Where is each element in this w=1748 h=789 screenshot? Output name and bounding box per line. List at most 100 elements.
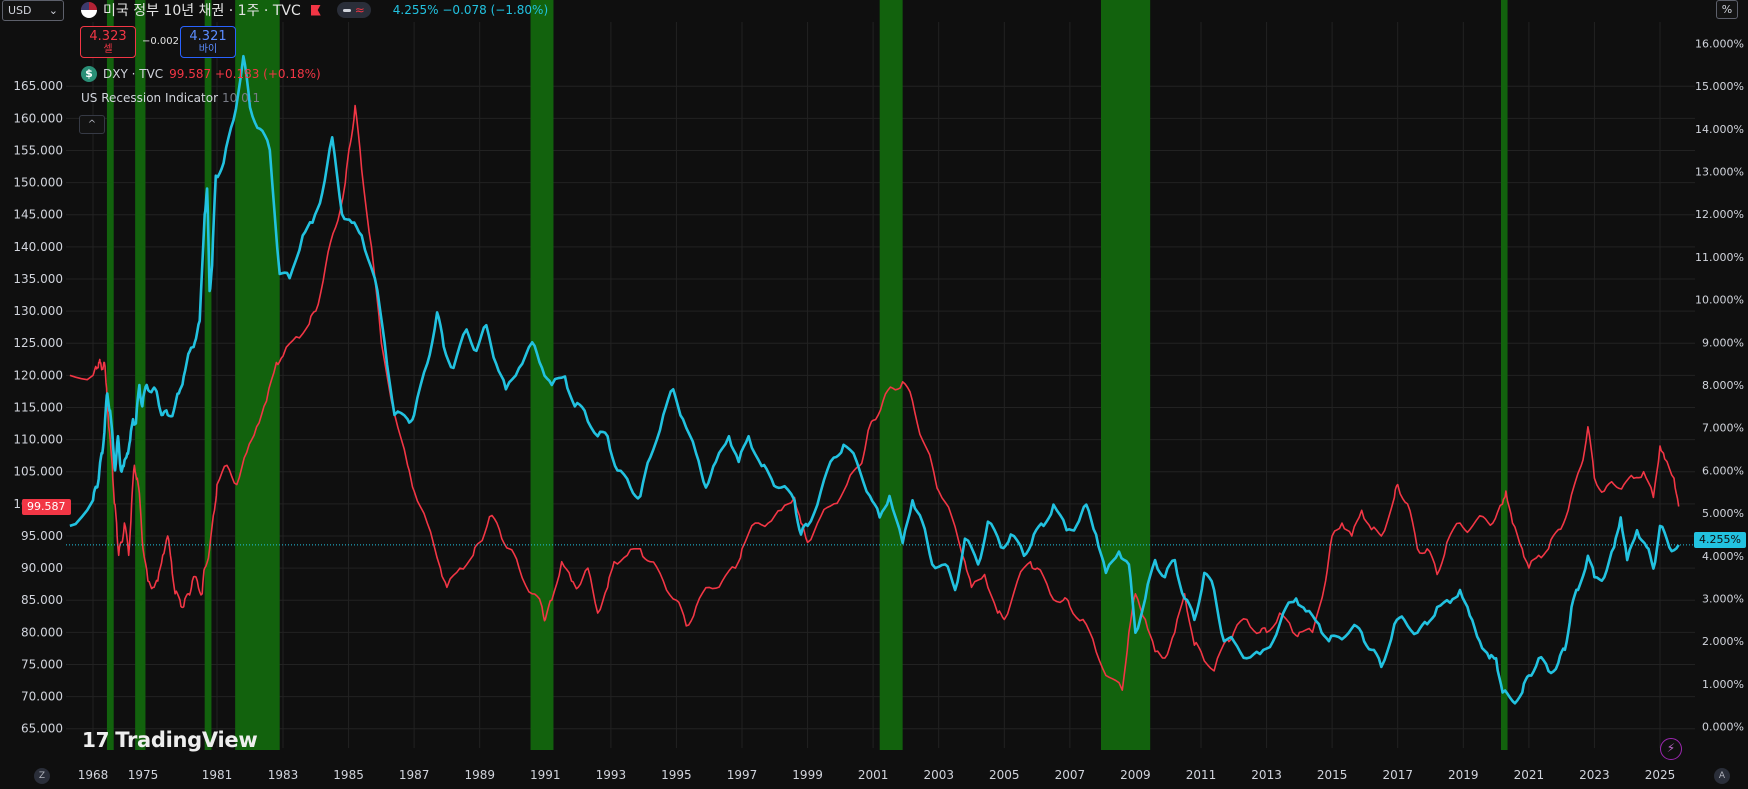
x-axis-tick-label: 2025 [1645, 768, 1676, 782]
x-axis-tick-label: 2017 [1382, 768, 1413, 782]
right-axis-tick-label: 0.000% [1702, 721, 1744, 734]
right-axis-tick-label: 10.000% [1695, 294, 1744, 307]
right-axis-tick-label: 5.000% [1702, 507, 1744, 520]
tradingview-mark-icon: 17 [82, 728, 110, 752]
series-line-dxy [69, 104, 1680, 691]
right-axis-tick-label: 15.000% [1695, 80, 1744, 93]
recession-band [879, 0, 903, 750]
sell-price: 4.323 [89, 29, 127, 44]
x-axis-tick-label: 2023 [1579, 768, 1610, 782]
flag-marker-icon[interactable] [310, 4, 321, 16]
lightning-icon[interactable]: ⚡ [1660, 738, 1682, 760]
series-line-yield [69, 54, 1680, 705]
tradingview-wordmark: TradingView [115, 728, 258, 752]
right-axis-tick-label: 2.000% [1702, 635, 1744, 648]
x-axis-tick-label: 1975 [128, 768, 159, 782]
right-axis-tick-label: 4.000% [1702, 550, 1744, 563]
x-axis-tick-label: 2021 [1514, 768, 1545, 782]
left-axis-tick-label: 165.000 [13, 79, 63, 93]
recession-band [1500, 0, 1508, 750]
left-axis-tick-label: 80.000 [21, 625, 63, 639]
right-axis-tick-label: 3.000% [1702, 593, 1744, 606]
collapse-legend-button[interactable]: ^ [79, 115, 105, 134]
x-axis-tick-label: 1991 [530, 768, 561, 782]
buy-button[interactable]: 4.321 바이 [180, 26, 236, 58]
right-axis-tick-label: 7.000% [1702, 422, 1744, 435]
right-axis-tick-label: 9.000% [1702, 336, 1744, 349]
right-axis-tick-label: 1.000% [1702, 678, 1744, 691]
x-axis-tick-label: 2013 [1251, 768, 1282, 782]
tradingview-logo[interactable]: 17 TradingView [82, 728, 258, 752]
current-yield-change: −0.078 (−1.80%) [442, 3, 549, 17]
x-axis-tick-label: 2015 [1317, 768, 1348, 782]
recession-band [135, 0, 146, 750]
left-axis-tick-label: 130.000 [13, 304, 63, 318]
recession-band [204, 0, 212, 750]
buy-label: 바이 [198, 44, 218, 55]
x-axis-tick-label: 2003 [923, 768, 954, 782]
dxy-name: DXY · TVC [103, 67, 164, 81]
symbol-header: 미국 정부 10년 채권 · 1주 · TVC ≈ 4.255% −0.078 … [81, 0, 548, 20]
left-axis-tick-label: 110.000 [13, 433, 63, 447]
dxy-price-tag: 99.587 [22, 499, 71, 515]
recession-band [106, 0, 114, 750]
currency-select[interactable]: USD ⌄ [2, 0, 64, 21]
right-axis-tick-label: 11.000% [1695, 251, 1744, 264]
x-axis-tick-label: 1983 [268, 768, 299, 782]
percent-scale-button[interactable]: % [1716, 0, 1738, 19]
right-axis-tick-label: 13.000% [1695, 165, 1744, 178]
right-axis-tick-label: 12.000% [1695, 208, 1744, 221]
yield-price-tag: 4.255% [1694, 532, 1746, 548]
left-axis-tick-label: 140.000 [13, 240, 63, 254]
x-axis-tick-label: 1985 [333, 768, 364, 782]
recession-band [530, 0, 554, 750]
recession-name: US Recession Indicator [81, 91, 219, 105]
x-axis-tick-label: 1981 [202, 768, 233, 782]
indicator-toggle[interactable]: ≈ [336, 2, 371, 18]
right-axis-tick-label: 8.000% [1702, 379, 1744, 392]
dollar-icon: $ [81, 66, 97, 82]
left-axis-tick-label: 125.000 [13, 336, 63, 350]
right-axis-tick-label: 6.000% [1702, 464, 1744, 477]
left-axis-tick-label: 145.000 [13, 208, 63, 222]
zoom-reset-button[interactable]: Z [34, 768, 50, 784]
left-axis-tick-label: 70.000 [21, 690, 63, 704]
x-axis-tick-label: 2007 [1055, 768, 1086, 782]
auto-scale-button[interactable]: A [1714, 768, 1730, 784]
symbol-title[interactable]: 미국 정부 10년 채권 · 1주 · TVC [103, 3, 301, 19]
sell-button[interactable]: 4.323 셀 [80, 26, 136, 58]
x-axis-tick-label: 2019 [1448, 768, 1479, 782]
us-flag-icon [81, 2, 97, 18]
legend-dxy[interactable]: $ DXY · TVC 99.587 +0.183 (+0.18%) [81, 66, 321, 82]
x-axis-tick-label: 1987 [399, 768, 430, 782]
x-axis-tick-label: 2011 [1186, 768, 1217, 782]
x-axis-tick-label: 2001 [858, 768, 889, 782]
x-axis-tick-label: 1989 [464, 768, 495, 782]
chevron-up-icon: ^ [87, 119, 97, 130]
recession-band [1101, 0, 1151, 750]
x-axis-tick-label: 1968 [78, 768, 109, 782]
x-axis-tick-label: 1999 [792, 768, 823, 782]
x-axis-tick-label: 2005 [989, 768, 1020, 782]
x-axis-tick-label: 1993 [596, 768, 627, 782]
legend-recession[interactable]: US Recession Indicator 10 0.1 [81, 91, 260, 105]
chevron-down-icon: ⌄ [48, 4, 58, 17]
left-axis-tick-label: 85.000 [21, 593, 63, 607]
x-axis-tick-label: 1995 [661, 768, 692, 782]
left-axis-tick-label: 95.000 [21, 529, 63, 543]
left-axis-tick-label: 105.000 [13, 465, 63, 479]
currency-label: USD [8, 4, 32, 17]
left-axis-tick-label: 155.000 [13, 143, 63, 157]
recession-params: 10 0.1 [222, 91, 261, 105]
minus-icon [342, 8, 351, 12]
left-axis-tick-label: 135.000 [13, 272, 63, 286]
sell-label: 셀 [103, 44, 113, 55]
left-axis-tick-label: 120.000 [13, 368, 63, 382]
left-axis-tick-label: 90.000 [21, 561, 63, 575]
x-axis-tick-label: 1997 [727, 768, 758, 782]
left-axis-tick-label: 75.000 [21, 657, 63, 671]
dxy-values: 99.587 +0.183 (+0.18%) [169, 67, 321, 81]
buy-price: 4.321 [189, 29, 227, 44]
current-yield-value: 4.255% [392, 3, 439, 17]
